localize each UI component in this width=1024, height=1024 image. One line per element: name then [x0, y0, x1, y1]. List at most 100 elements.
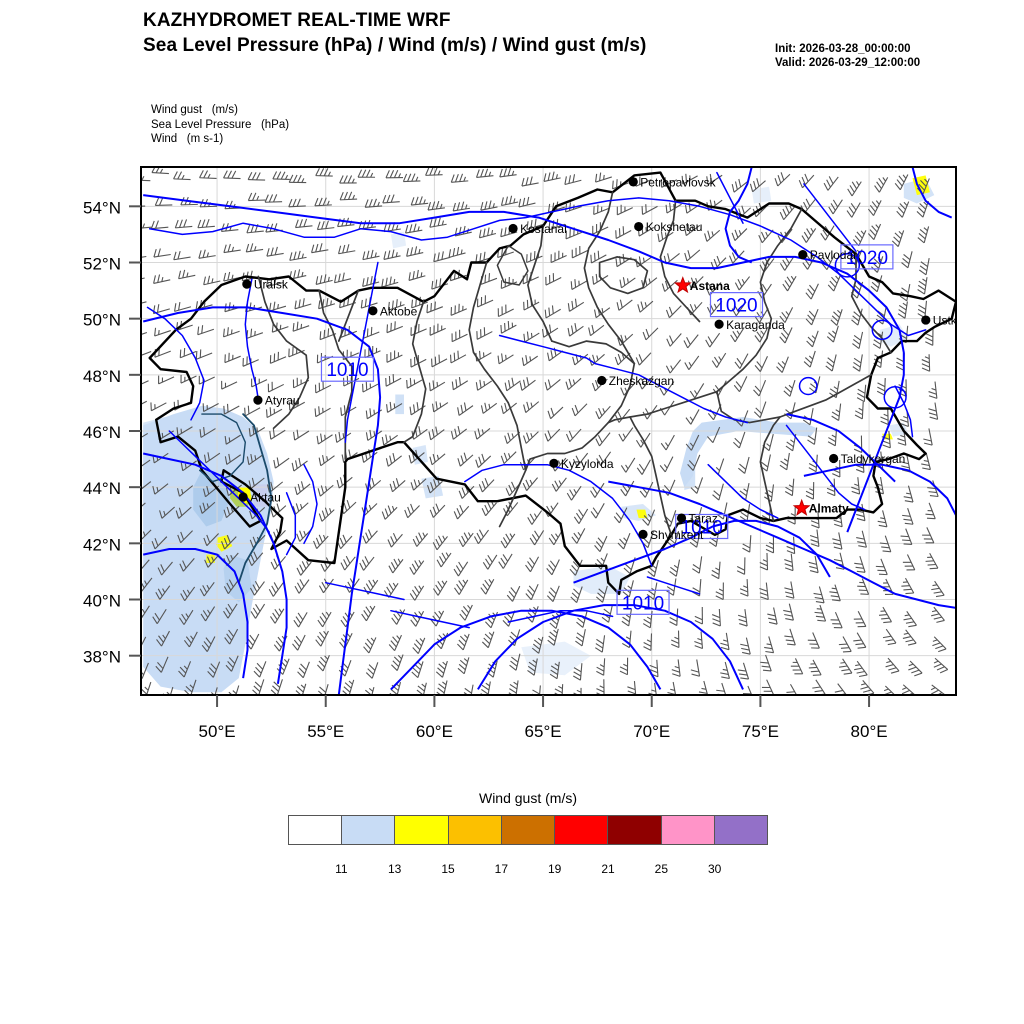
wind-barb	[364, 198, 383, 208]
city-dot-icon	[368, 306, 378, 316]
wind-barb	[339, 191, 358, 201]
wind-barb	[754, 355, 768, 373]
wind-barb	[853, 632, 867, 649]
wind-barb	[157, 561, 173, 576]
colorbar-segment-5	[555, 816, 609, 844]
lake-outline	[834, 252, 861, 278]
wind-barb	[224, 352, 241, 364]
border-line	[403, 300, 427, 444]
wind-barb	[480, 402, 498, 414]
wind-barb	[570, 586, 583, 603]
city-dot-icon	[714, 319, 724, 329]
city-dot-icon	[798, 250, 808, 260]
gust-region	[680, 417, 817, 488]
wind-barb	[901, 251, 913, 269]
gust-region	[751, 186, 772, 204]
wind-barb	[506, 585, 521, 602]
wind-barb	[525, 583, 539, 601]
wind-barb	[595, 432, 611, 447]
isobar	[803, 463, 956, 516]
city-marker-kokshetau: Kokshetau	[634, 220, 702, 234]
isobar	[477, 604, 744, 690]
wind-barb	[620, 457, 636, 473]
wind-barb	[694, 631, 704, 650]
gust-region	[395, 394, 404, 415]
wind-barb	[521, 176, 539, 187]
border-line	[583, 191, 636, 365]
wind-barb	[453, 504, 470, 520]
wind-barb	[412, 532, 429, 547]
lon-label-75: 75°E	[742, 722, 779, 741]
wind-barb	[575, 629, 586, 647]
wind-barb	[223, 579, 239, 594]
wind-barb	[809, 376, 821, 394]
wind-barb	[733, 431, 746, 449]
wind-barb	[689, 383, 705, 399]
wind-barb	[806, 330, 819, 348]
wind-barb	[805, 482, 815, 500]
wind-barb	[805, 283, 819, 300]
wind-barb	[203, 533, 220, 547]
wind-barb	[154, 327, 171, 337]
wind-barb	[636, 459, 651, 475]
wind-barb	[875, 558, 888, 576]
wind-barb	[808, 659, 822, 676]
wind-barb	[363, 637, 377, 654]
wind-barb	[500, 533, 516, 549]
wind-barb	[544, 379, 561, 391]
wind-barb	[546, 559, 560, 576]
wind-barb	[458, 532, 474, 548]
wind-barb	[523, 401, 540, 413]
wind-barb	[742, 685, 753, 695]
wind-barb	[684, 249, 701, 262]
border-line	[146, 306, 205, 421]
wind-barb	[738, 456, 750, 474]
city-label: Uralsk	[254, 278, 289, 292]
wind-barb	[292, 502, 309, 515]
isobar	[608, 480, 956, 609]
wind-barb	[385, 169, 403, 179]
wind-barb	[381, 434, 398, 446]
wind-barb	[318, 455, 335, 467]
field-item-gust: Wind gust (m/s)	[151, 104, 238, 116]
wind-barb	[765, 535, 775, 554]
wind-barb	[386, 401, 403, 413]
wind-barb	[316, 433, 333, 445]
wind-barb	[761, 506, 771, 525]
wind-barb	[823, 176, 839, 191]
colorbar-tick-11: 11	[335, 862, 348, 876]
isobar	[142, 452, 288, 684]
border-line	[237, 413, 273, 584]
wind-barb	[531, 685, 541, 695]
wind-barb	[531, 636, 544, 654]
wind-barb	[902, 554, 916, 571]
wind-barb	[223, 603, 238, 619]
gust-region	[193, 470, 231, 527]
wind-barb	[643, 633, 653, 651]
wind-barb	[874, 177, 889, 193]
wind-barb	[549, 661, 560, 680]
run-info: Init: 2026-03-28_00:00:00 Valid: 2026-03…	[775, 43, 920, 70]
wind-barb	[852, 354, 863, 372]
wind-barb	[779, 255, 795, 271]
wind-barb	[297, 661, 310, 679]
wind-barb	[475, 453, 492, 468]
wind-barb	[567, 323, 584, 337]
wind-barb	[784, 628, 796, 646]
wind-barb	[245, 243, 264, 253]
wind-barb	[476, 168, 494, 178]
wind-barb	[734, 353, 749, 369]
wind-barb	[249, 580, 265, 596]
wind-barb	[742, 535, 752, 553]
wind-barb	[665, 359, 682, 374]
wind-barb	[427, 479, 443, 494]
wind-barb	[734, 276, 751, 291]
wind-barb	[919, 258, 930, 276]
wind-barb	[565, 377, 582, 391]
wind-barb	[526, 251, 543, 263]
wind-barb	[737, 609, 748, 627]
wind-barb	[902, 629, 917, 646]
wind-barb	[412, 637, 426, 654]
wind-barb	[660, 434, 675, 451]
wind-barb	[318, 507, 335, 522]
